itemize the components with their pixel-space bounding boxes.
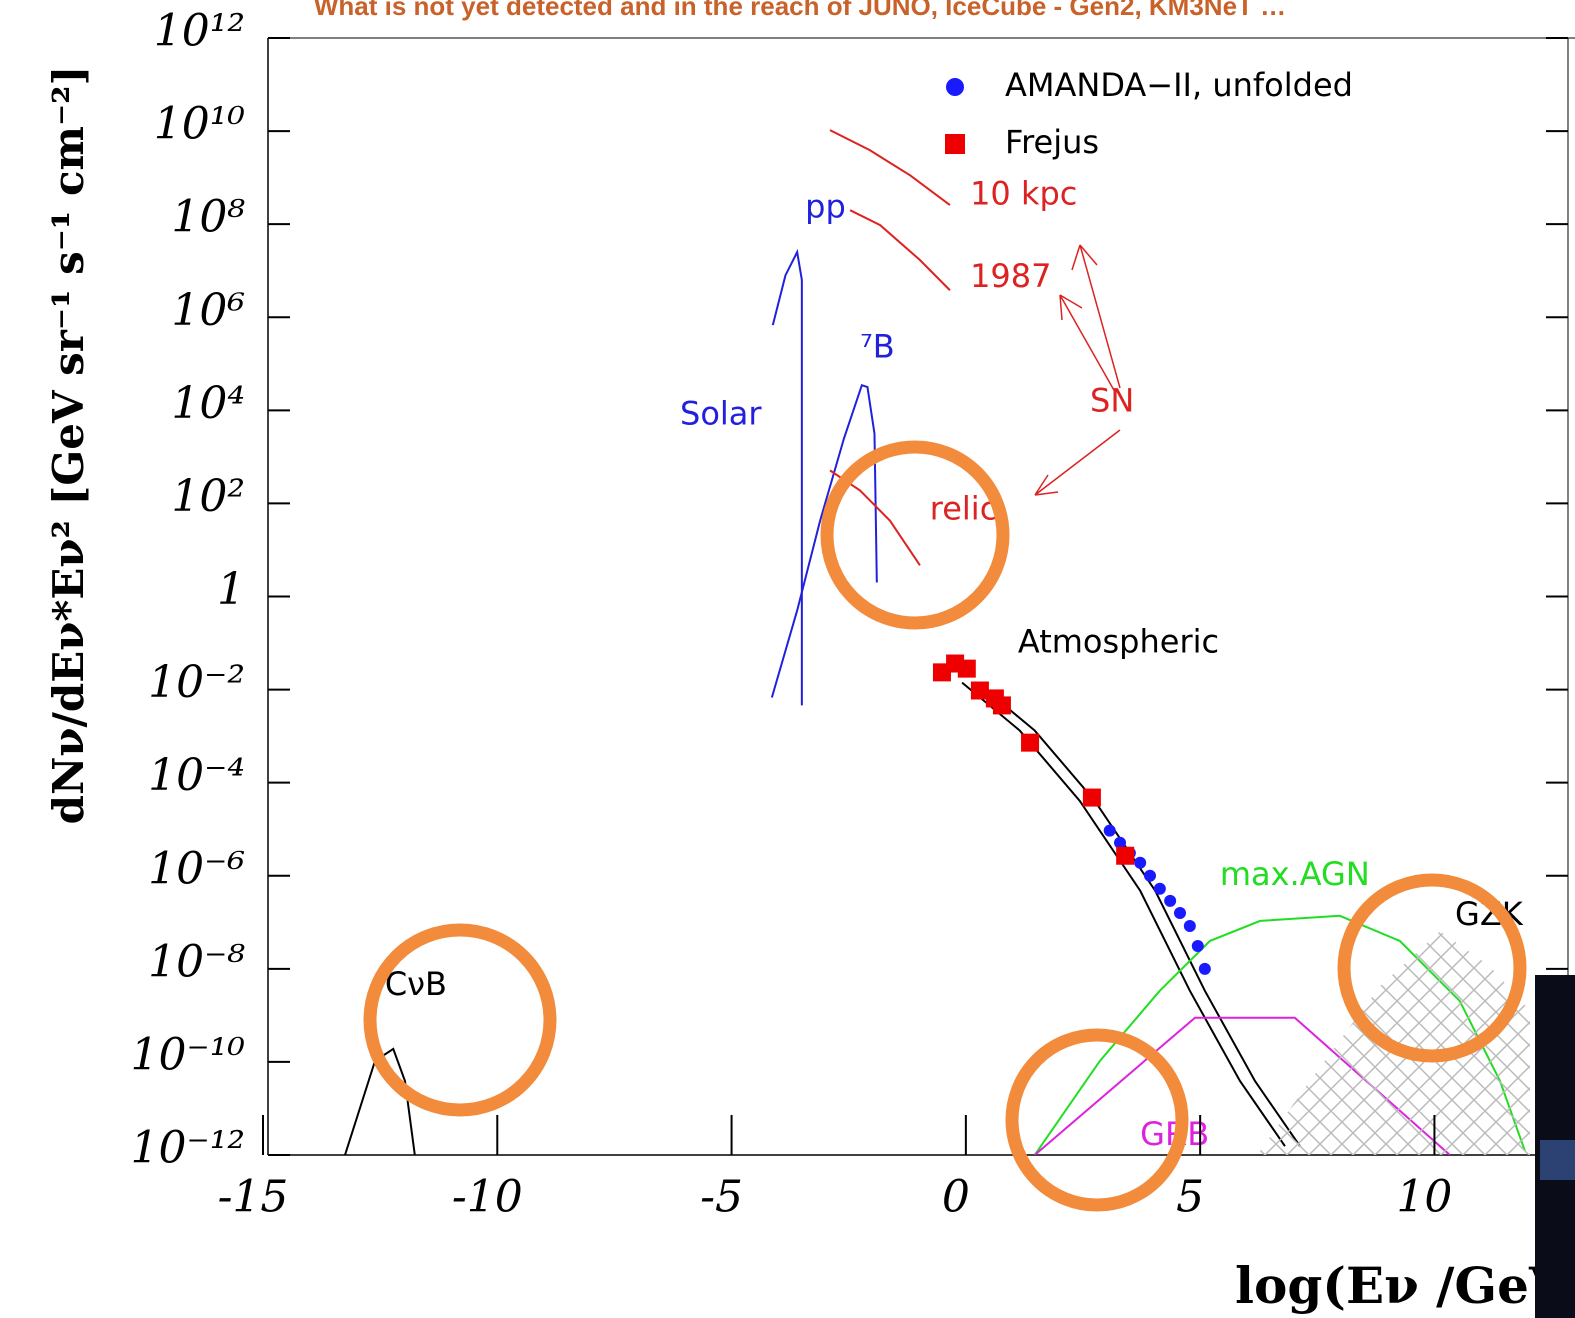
annotation: 10 kpc <box>970 174 1077 212</box>
x-tick-label: -5 <box>700 1172 743 1223</box>
point <box>1134 857 1146 869</box>
y-tick-label: 10⁴ <box>171 378 245 429</box>
annotation: Solar <box>680 394 762 432</box>
y-tick-label: 10⁻⁶ <box>148 843 245 894</box>
annotation: CνB <box>385 965 447 1003</box>
y-tick-label: 10¹² <box>154 6 245 57</box>
y-tick-label: 10⁻⁸ <box>148 936 245 987</box>
legend-marker <box>945 134 965 154</box>
annotation: ⁷B <box>860 327 895 365</box>
y-tick-label: 10⁻¹² <box>131 1123 246 1174</box>
y-axis-label: dNν/dEν*Eν² [GeV sr⁻¹ s⁻¹ cm⁻²] <box>44 66 93 825</box>
annotation: max.AGN <box>1220 855 1370 893</box>
x-tick-label: 5 <box>1176 1172 1204 1223</box>
annotation: pp <box>805 187 846 225</box>
y-tick-label: 10⁸ <box>171 192 245 243</box>
point <box>1164 895 1176 907</box>
photo-highlight <box>1540 1140 1575 1180</box>
point <box>1104 825 1116 837</box>
point <box>1021 734 1039 752</box>
legend-marker <box>946 78 964 96</box>
y-tick-label: 10⁶ <box>171 285 245 336</box>
y-tick-label: 10⁻² <box>148 657 245 708</box>
slide-title: What is not yet detected and in the reac… <box>314 0 1286 21</box>
point <box>1174 907 1186 919</box>
x-tick-label: 10 <box>1396 1172 1452 1223</box>
x-tick-label: -10 <box>452 1172 523 1223</box>
point <box>1116 847 1134 865</box>
annotation: Atmospheric <box>1018 623 1219 661</box>
legend-label: Frejus <box>1005 123 1099 161</box>
point <box>1192 940 1204 952</box>
point <box>1144 870 1156 882</box>
point <box>958 660 976 678</box>
legend-label: AMANDA−II, unfolded <box>1005 66 1353 104</box>
y-tick-label: 10⁻¹⁰ <box>131 1029 246 1080</box>
x-axis-label: log(Eν /GeV) <box>1235 1256 1575 1315</box>
x-tick-label: -15 <box>218 1172 289 1223</box>
y-tick-label: 10¹⁰ <box>154 99 246 150</box>
point <box>1154 883 1166 895</box>
point <box>993 696 1011 714</box>
y-tick-label: 1 <box>217 564 245 615</box>
point <box>1199 963 1211 975</box>
point <box>1083 789 1101 807</box>
y-tick-label: 10⁻⁴ <box>148 750 245 801</box>
y-tick-label: 10² <box>171 471 245 522</box>
point <box>1184 920 1196 932</box>
x-tick-label: 0 <box>942 1172 970 1223</box>
annotation: 1987 <box>970 257 1051 295</box>
chart: What is not yet detected and in the reac… <box>0 0 1575 1318</box>
annotation: SN <box>1090 381 1134 419</box>
